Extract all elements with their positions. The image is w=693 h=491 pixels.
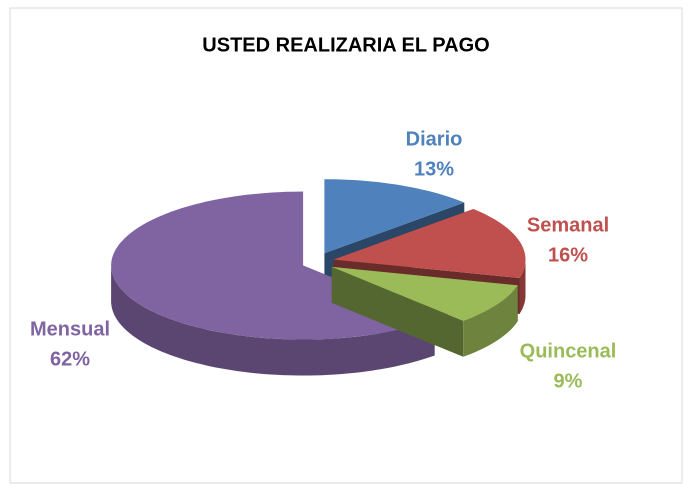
- slice-wall: [463, 285, 518, 357]
- slice-value-label: 62%: [50, 348, 90, 370]
- slice-value-label: 9%: [554, 370, 583, 392]
- slice-label: Mensual: [30, 318, 110, 340]
- slice-side: [331, 266, 464, 357]
- slice-value-label: 13%: [414, 158, 454, 180]
- slice-top: [331, 266, 518, 321]
- slice-top: [333, 209, 526, 278]
- slice-label: Semanal: [527, 214, 609, 236]
- slice-top: [324, 179, 465, 254]
- chart-title: USTED REALIZARIA EL PAGO: [202, 34, 489, 56]
- slice-label: Quincenal: [520, 340, 617, 362]
- slice-wall: [111, 265, 435, 376]
- slice-wall: [519, 259, 526, 314]
- pie-slice: [331, 266, 518, 357]
- slice-label: Diario: [406, 128, 463, 150]
- slice-value-label: 16%: [548, 244, 588, 266]
